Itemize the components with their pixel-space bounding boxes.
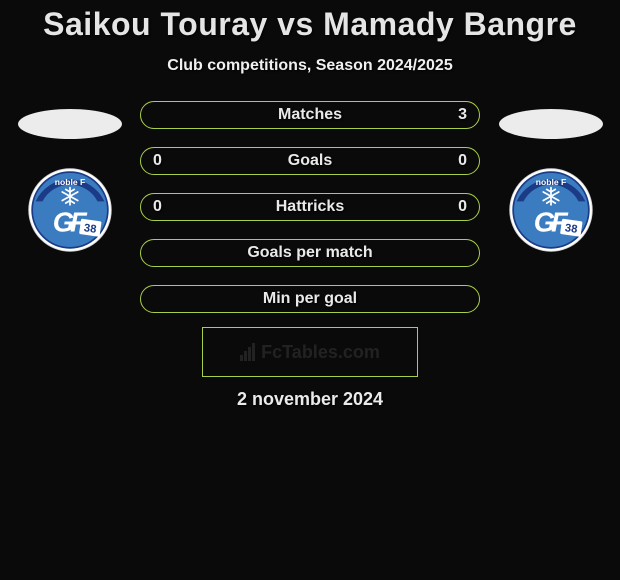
stat-left-value: 0 <box>153 152 162 170</box>
stat-label: Goals <box>288 152 332 170</box>
player-left-avatar-placeholder <box>18 109 122 139</box>
bar-chart-icon <box>240 343 255 361</box>
comparison-body: Matches 3 0 Goals 0 0 Hattricks 0 Goals … <box>0 101 620 313</box>
stat-right-value: 0 <box>458 152 467 170</box>
subtitle: Club competitions, Season 2024/2025 <box>0 57 620 75</box>
stat-row-hattricks: 0 Hattricks 0 <box>140 193 480 221</box>
generated-date: 2 november 2024 <box>0 389 620 410</box>
player-left-column <box>17 101 122 253</box>
stat-label: Goals per match <box>247 244 372 262</box>
player-right-column <box>498 101 603 253</box>
page-title: Saikou Touray vs Mamady Bangre <box>0 6 620 43</box>
stat-label: Hattricks <box>276 198 344 216</box>
stat-row-goals-per-match: Goals per match <box>140 239 480 267</box>
stat-label: Matches <box>278 106 342 124</box>
player-right-avatar-placeholder <box>499 109 603 139</box>
stat-right-value: 0 <box>458 198 467 216</box>
brand-watermark: FcTables.com <box>202 327 418 377</box>
stat-label: Min per goal <box>263 290 357 308</box>
brand-name: FcTables.com <box>261 342 380 363</box>
club-logo-left <box>20 167 120 253</box>
club-logo-right <box>501 167 601 253</box>
stat-row-matches: Matches 3 <box>140 101 480 129</box>
stats-list: Matches 3 0 Goals 0 0 Hattricks 0 Goals … <box>140 101 480 313</box>
comparison-card: Saikou Touray vs Mamady Bangre Club comp… <box>0 0 620 410</box>
stat-row-min-per-goal: Min per goal <box>140 285 480 313</box>
stat-left-value: 0 <box>153 198 162 216</box>
stat-row-goals: 0 Goals 0 <box>140 147 480 175</box>
stat-right-value: 3 <box>458 106 467 124</box>
